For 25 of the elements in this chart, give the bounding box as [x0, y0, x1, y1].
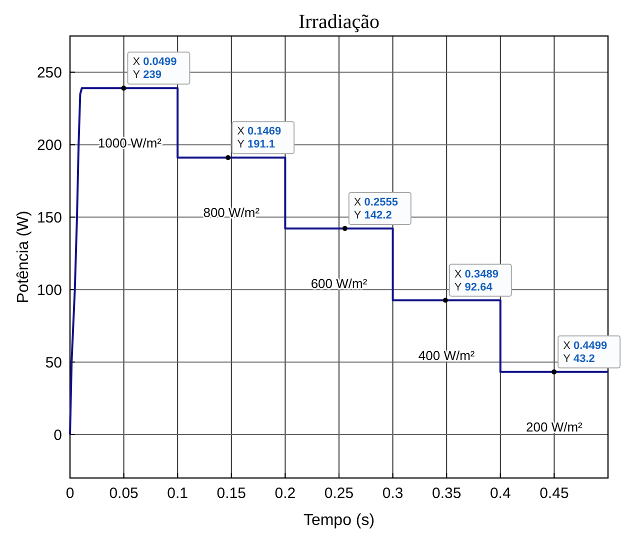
annotation: X 0.2555 Y 142.2 [354, 196, 398, 222]
line-series [69, 87, 609, 436]
x-tick-label: 0.4 [490, 485, 511, 502]
x-tick-label: 0.35 [432, 485, 462, 502]
y-tick-label: 100 [36, 282, 62, 299]
x-tick-label: 0.45 [540, 485, 569, 502]
x-tick-label: 0.05 [109, 485, 138, 502]
x-tick-label: 0.15 [216, 485, 246, 502]
y-tick-label: 0 [54, 426, 62, 444]
x-tick-label: 0.25 [324, 485, 354, 502]
annotation: X 0.1469 Y 191.1 [237, 126, 282, 151]
annotation: X 0.0499 Y 239 [132, 56, 177, 82]
x-tick-label: 0.2 [274, 485, 296, 502]
x-tick-label: 0 [66, 485, 74, 502]
x-tick-label: 0.3 [382, 485, 404, 502]
x-tick-label: 0.1 [167, 485, 188, 502]
y-tick-label: 250 [36, 64, 62, 82]
annotation: X 0.4499 Y 43.2 [563, 340, 608, 365]
y-axis-title: Potência (W) [15, 210, 32, 304]
annotation: X 0.3489 Y 92.64 [454, 268, 498, 294]
y-tick-label: 150 [36, 209, 62, 226]
y-tick-label: 200 [36, 136, 62, 154]
y-tick-label: 50 [45, 354, 62, 372]
x-axis-title: Tempo (s) [303, 512, 375, 529]
chart-title: Irradiação [298, 11, 380, 33]
